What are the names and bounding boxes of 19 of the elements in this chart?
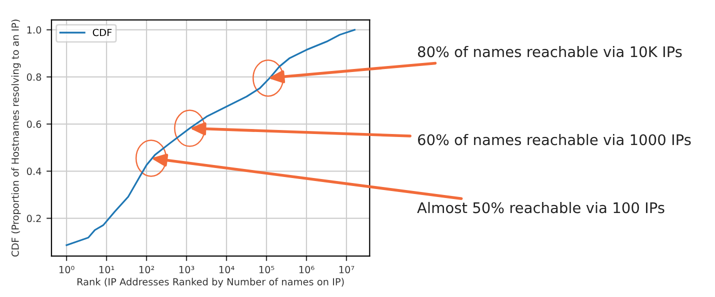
annotation: 60% of names reachable via 1000 IPs	[418, 134, 691, 146]
x-tick-label: 10³	[179, 266, 194, 274]
annotation: 80% of names reachable via 10K IPs	[418, 46, 682, 58]
y-tick-label: 0.6	[26, 120, 42, 128]
x-tick-label: 10⁷	[339, 266, 354, 274]
y-tick-label: 1.0	[27, 26, 42, 34]
y-axis-title: CDF (Proportion of Hostnames resolving to an IP)	[11, 20, 21, 257]
x-tick-label: 10⁵	[259, 266, 274, 274]
x-tick-label: 10²	[139, 266, 154, 274]
y-tick-label: 0.4	[26, 168, 42, 176]
y-tick-label: 0.8	[26, 73, 42, 81]
legend-label: CDF	[92, 28, 112, 36]
y-tick-label: 0.2	[26, 214, 41, 222]
x-tick-label: 10⁰	[59, 266, 74, 274]
x-tick-label: 10¹	[99, 266, 114, 274]
x-axis-title: Rank (IP Addresses Ranked by Number of names on IP)	[77, 278, 344, 288]
annotation: Almost 50% reachable via 100 IPs	[417, 202, 664, 214]
x-tick-label: 10⁶	[299, 266, 314, 274]
x-tick-label: 10⁴	[219, 266, 234, 274]
